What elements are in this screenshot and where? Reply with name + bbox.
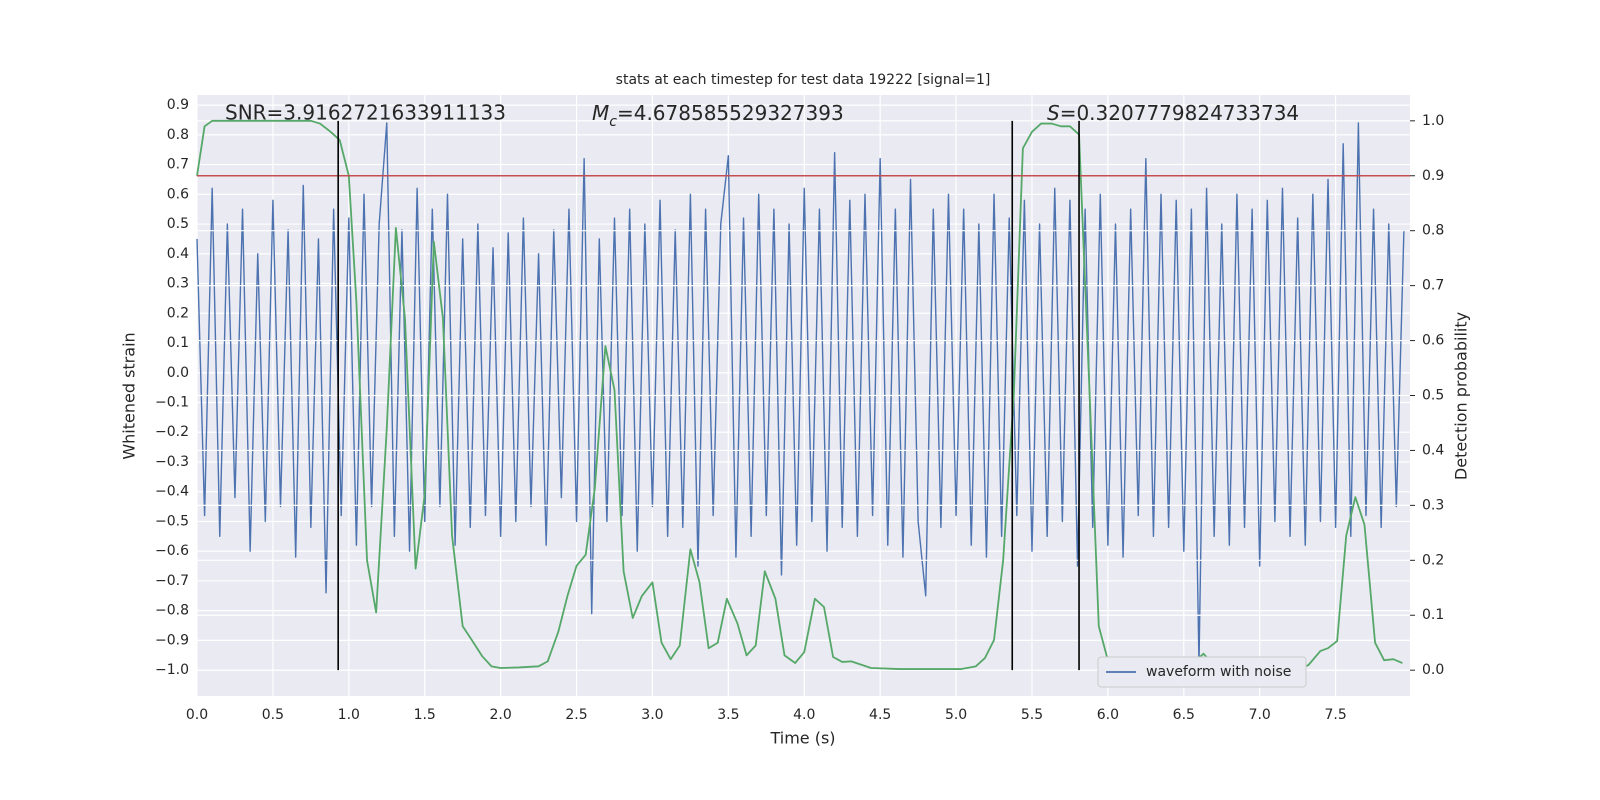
- y-tick-label: 0.3: [167, 276, 189, 292]
- x-tick-label: 7.0: [1249, 707, 1271, 723]
- y-tick-label: −0.8: [155, 603, 189, 619]
- y2-axis-label: Detection probability: [1452, 312, 1471, 480]
- x-tick-label: 6.5: [1173, 707, 1195, 723]
- y2-tick-label: 0.0: [1422, 662, 1444, 678]
- y-axis-label: Whitened strain: [120, 332, 139, 459]
- legend: waveform with noise: [1097, 656, 1307, 688]
- x-tick-label: 1.5: [414, 707, 436, 723]
- annotation-text: =4.678585529327393: [617, 101, 844, 125]
- x-tick-label: 0.0: [186, 707, 208, 723]
- y2-tick-label: 0.9: [1422, 168, 1444, 184]
- x-axis-label: Time (s): [769, 729, 835, 748]
- y-tick-label: −0.5: [155, 513, 189, 529]
- y-tick-label: −0.7: [155, 573, 189, 589]
- chart-title: stats at each timestep for test data 192…: [616, 72, 991, 88]
- y2-tick-label: 0.3: [1422, 497, 1444, 513]
- y-tick-label: 0.7: [167, 157, 189, 173]
- y-tick-label: 0.1: [167, 335, 189, 351]
- annotation-text: =0.3207779824733734: [1060, 101, 1299, 125]
- y-tick-label: −0.4: [155, 484, 189, 500]
- x-tick-label: 3.0: [641, 707, 663, 723]
- y2-tick-label: 0.4: [1422, 442, 1444, 458]
- y-tick-label: −0.3: [155, 454, 189, 470]
- over-layer: [196, 119, 1410, 671]
- x-tick-label: 5.0: [945, 707, 967, 723]
- annotation-subscript: c: [609, 114, 617, 130]
- y2-tick-label: 0.5: [1422, 388, 1444, 404]
- y-tick-label: 0.9: [167, 97, 189, 113]
- y-tick-label: 0.4: [167, 246, 189, 262]
- x-tick-label: 0.5: [262, 707, 284, 723]
- x-tick-label: 6.0: [1097, 707, 1119, 723]
- y-tick-label: 0.2: [167, 305, 189, 321]
- x-tick-label: 4.0: [793, 707, 815, 723]
- annotation-symbol: S: [1047, 101, 1060, 125]
- series-line: [196, 119, 1403, 670]
- x-tick-label: 7.5: [1324, 707, 1346, 723]
- legend-label: waveform with noise: [1146, 664, 1291, 680]
- x-tick-label: 2.5: [565, 707, 587, 723]
- y-tick-label: −0.2: [155, 424, 189, 440]
- y2-tick-label: 0.1: [1422, 607, 1444, 623]
- annotation: SNR=3.9162721633911133: [225, 101, 506, 125]
- x-tick-label: 4.5: [869, 707, 891, 723]
- y-tick-label: 0.5: [167, 216, 189, 232]
- annotation: S=0.3207779824733734: [1047, 101, 1299, 125]
- legend-box: [1097, 656, 1307, 688]
- annotation: Mc=4.678585529327393: [592, 101, 844, 131]
- series-line: [196, 122, 1405, 665]
- x-tick-label: 1.0: [338, 707, 360, 723]
- x-tick-label: 3.5: [717, 707, 739, 723]
- y-tick-label: −0.9: [155, 632, 189, 648]
- y-tick-label: 0.0: [167, 365, 189, 381]
- annotation-symbol: M: [592, 101, 609, 125]
- x-tick-label: 5.5: [1021, 707, 1043, 723]
- y-tick-label: −0.6: [155, 543, 189, 559]
- y2-tick-label: 1.0: [1422, 113, 1444, 129]
- y-tick-label: −1.0: [155, 662, 189, 678]
- y2-tick-label: 0.7: [1422, 278, 1444, 294]
- y2-tick-label: 0.2: [1422, 552, 1444, 568]
- y-tick-label: −0.1: [155, 394, 189, 410]
- y-tick-label: 0.8: [167, 127, 189, 143]
- y2-tick-label: 0.8: [1422, 223, 1444, 239]
- y-tick-label: 0.6: [167, 186, 189, 202]
- y2-tick-label: 0.6: [1422, 333, 1444, 349]
- x-tick-label: 2.0: [489, 707, 511, 723]
